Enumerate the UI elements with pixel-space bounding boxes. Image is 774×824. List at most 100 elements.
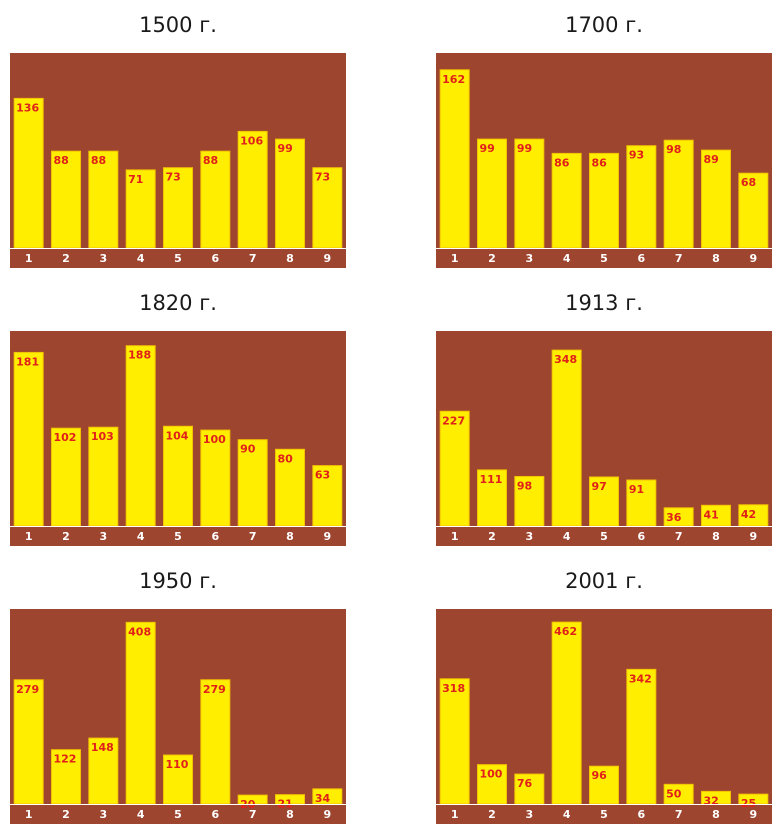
value-label: 76 [517, 777, 533, 790]
x-tick-label: 4 [563, 808, 571, 821]
value-label: 32 [704, 794, 719, 807]
x-tick-label: 5 [600, 808, 608, 821]
x-tick-label: 3 [526, 808, 534, 821]
x-tick-label: 1 [451, 808, 459, 821]
value-label: 100 [203, 433, 226, 446]
chart-panel-2001: 2001 г. 318 1 100 2 76 3 462 4 96 5 342 6 50 7 32 8 25 9 [436, 564, 772, 824]
value-label: 90 [240, 443, 256, 456]
value-label: 99 [278, 142, 293, 155]
bar-1 [13, 97, 44, 249]
x-tick-label: 8 [712, 252, 720, 265]
bar-4 [551, 152, 582, 249]
bar-1 [13, 351, 44, 527]
x-tick-label: 6 [212, 252, 220, 265]
bar-8 [275, 138, 305, 249]
x-tick-label: 2 [488, 252, 496, 265]
bar-5 [163, 425, 193, 527]
bar-9 [738, 172, 769, 249]
chart-panel-1700: 1700 г. 162 1 99 2 99 3 86 4 86 5 93 6 98 7 89 8 68 9 [436, 8, 772, 268]
x-tick-label: 2 [488, 808, 496, 821]
chart-panel-1950: 1950 г. 279 1 122 2 148 3 408 4 110 5 279 6 20 7 21 8 34… [10, 564, 346, 824]
bar-4 [125, 169, 156, 249]
x-tick-label: 6 [212, 808, 220, 821]
chart-title: 1500 г. [139, 13, 217, 37]
value-label: 279 [203, 683, 226, 696]
value-label: 25 [741, 797, 756, 810]
value-label: 104 [166, 429, 189, 442]
value-label: 102 [54, 431, 77, 444]
value-label: 99 [480, 142, 495, 155]
chart-panel-1820: 1820 г. 181 1 102 2 103 3 188 4 104 5 100 6 90 7 80 8 63… [10, 286, 346, 546]
x-tick-label: 8 [712, 530, 720, 543]
chart-title: 1700 г. [565, 13, 643, 37]
bar-1 [439, 410, 470, 527]
bar-3 [514, 773, 545, 805]
x-tick-label: 5 [174, 252, 182, 265]
chart-title: 1820 г. [139, 291, 217, 315]
bar-6 [200, 150, 231, 249]
value-label: 42 [741, 508, 756, 521]
x-tick-label: 4 [137, 252, 145, 265]
x-tick-label: 9 [750, 252, 758, 265]
value-label: 408 [128, 625, 151, 638]
x-tick-label: 6 [638, 252, 646, 265]
value-label: 97 [592, 480, 607, 493]
chart-title: 1950 г. [139, 569, 217, 593]
bar-6 [200, 429, 231, 527]
bar-1 [439, 69, 470, 249]
value-label: 122 [54, 753, 77, 766]
x-tick-label: 7 [675, 530, 683, 543]
bar-6 [626, 479, 657, 527]
x-tick-label: 4 [563, 252, 571, 265]
x-tick-label: 7 [675, 252, 683, 265]
x-tick-label: 6 [212, 530, 220, 543]
bar-7 [663, 139, 694, 249]
x-tick-label: 2 [62, 252, 70, 265]
x-tick-label: 9 [324, 252, 332, 265]
bar-2 [51, 427, 81, 527]
bar-chart-1500: 136 1 88 2 88 3 71 4 73 5 88 6 106 7 99 8 73 9 [10, 53, 346, 268]
value-label: 110 [166, 758, 189, 771]
bar-chart-2001: 318 1 100 2 76 3 462 4 96 5 342 6 50 7 328 259 [436, 609, 772, 824]
value-label: 63 [315, 469, 330, 482]
value-label: 88 [54, 154, 69, 167]
chart-panel-1500: 1500 г. 136 1 88 2 88 3 71 4 73 5 88 6 106 7 99 8 73 9 [10, 8, 346, 268]
value-label: 93 [629, 149, 644, 162]
bar-7 [237, 439, 268, 527]
value-label: 106 [240, 134, 263, 147]
value-label: 162 [442, 73, 465, 86]
value-label: 111 [480, 473, 503, 486]
value-label: 91 [629, 483, 644, 496]
value-label: 86 [592, 156, 608, 169]
x-tick-label: 2 [488, 530, 496, 543]
value-label: 279 [16, 683, 39, 696]
bar-9 [312, 465, 343, 527]
bar-9 [312, 167, 343, 249]
bar-2 [477, 138, 507, 249]
value-label: 73 [315, 171, 330, 184]
value-label: 342 [629, 672, 652, 685]
x-tick-label: 9 [750, 808, 758, 821]
value-label: 181 [16, 355, 39, 368]
bar-5 [589, 476, 619, 527]
x-tick-label: 4 [137, 530, 145, 543]
x-tick-label: 8 [286, 808, 294, 821]
x-tick-label: 4 [137, 808, 145, 821]
chart-title: 1913 г. [565, 291, 643, 315]
bar-8 [275, 448, 305, 527]
bar-3 [514, 138, 545, 249]
bar-3 [88, 737, 119, 805]
value-label: 41 [704, 508, 719, 521]
x-tick-label: 1 [25, 530, 33, 543]
bar-1 [13, 679, 44, 805]
value-label: 88 [91, 154, 106, 167]
bar-8 [701, 149, 731, 249]
x-tick-label: 2 [62, 808, 70, 821]
value-label: 89 [704, 153, 719, 166]
value-label: 148 [91, 741, 114, 754]
x-tick-label: 1 [451, 530, 459, 543]
value-label: 86 [554, 156, 570, 169]
x-tick-label: 9 [750, 530, 758, 543]
x-tick-label: 2 [62, 530, 70, 543]
